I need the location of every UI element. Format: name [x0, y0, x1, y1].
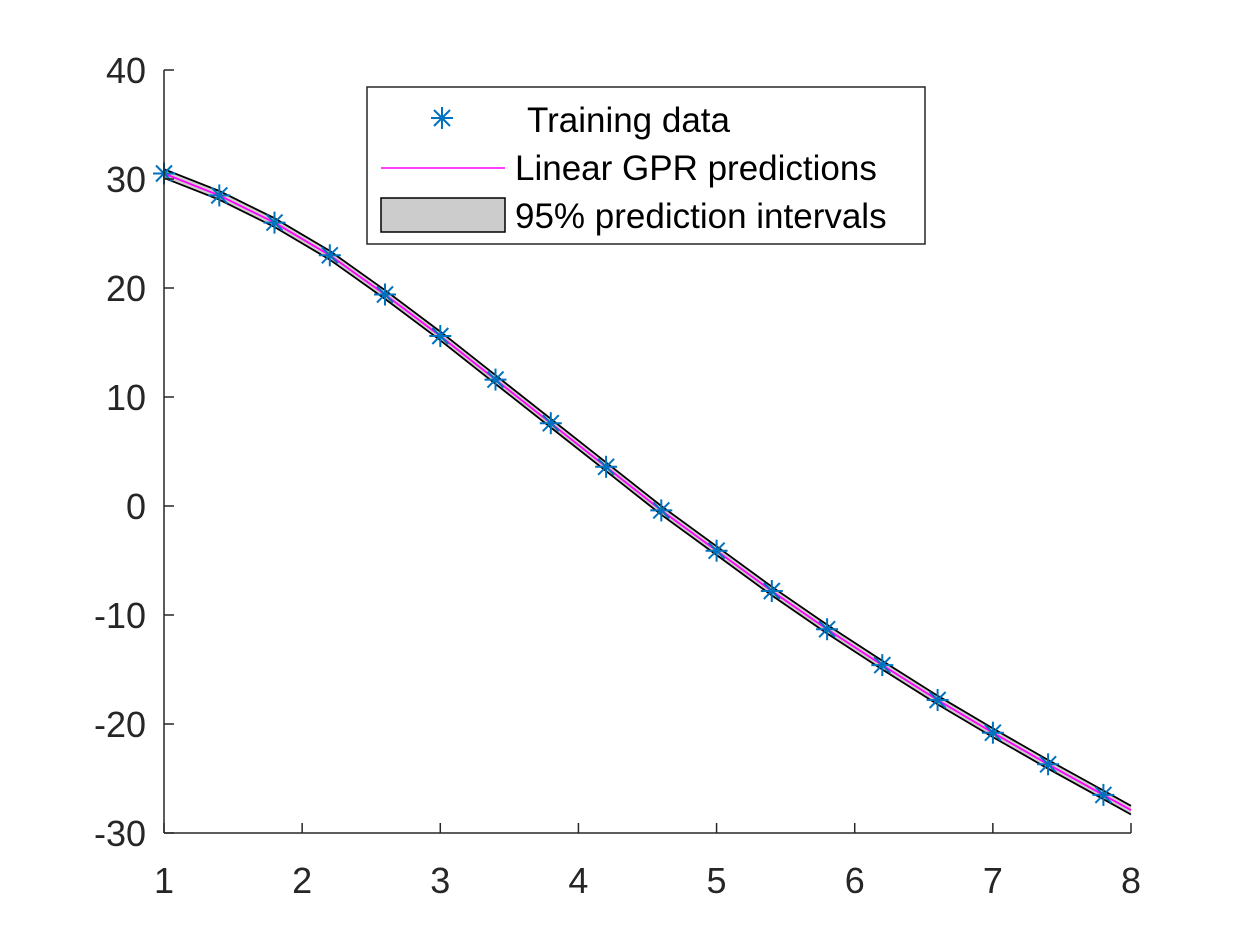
x-tick-label: 2	[292, 860, 312, 901]
y-tick-label: -10	[94, 595, 146, 636]
y-tick-label: 10	[106, 377, 146, 418]
training-data-point	[760, 580, 783, 602]
y-tick-label: 40	[106, 50, 146, 91]
training-data-point	[1037, 753, 1060, 776]
legend-marker-training-data	[431, 107, 453, 129]
training-data-point	[926, 689, 949, 711]
training-data-point	[981, 721, 1004, 744]
training-data-point	[595, 455, 618, 478]
x-tick-label: 3	[430, 860, 450, 901]
x-tick-label: 8	[1121, 860, 1141, 901]
x-tick-label: 6	[845, 860, 865, 901]
axes: 1 2 3 4 5 6 7 8 -30 -20 -10 0 10 20 30 40	[94, 50, 1141, 901]
y-tick-label: -20	[94, 704, 146, 745]
y-tick-label: 30	[106, 159, 146, 200]
training-data-point	[705, 539, 728, 562]
x-tick-label: 1	[154, 860, 174, 901]
plot-area	[153, 162, 1132, 816]
legend[interactable]: Training data Linear GPR predictions 95%…	[366, 86, 926, 245]
y-tick-label: 0	[126, 486, 146, 527]
legend-label-prediction-intervals: 95% prediction intervals	[515, 197, 887, 236]
training-data-point	[484, 368, 507, 391]
legend-label-training-data: Training data	[527, 101, 731, 140]
training-data-point	[318, 244, 341, 267]
x-tick-label: 5	[707, 860, 727, 901]
x-tick-label: 7	[983, 860, 1003, 901]
training-data-point	[816, 618, 839, 641]
training-data-point	[871, 654, 894, 677]
training-data-point	[374, 283, 396, 306]
legend-patch-prediction-intervals	[380, 197, 506, 233]
x-tick-label: 4	[568, 860, 588, 901]
training-data-point	[429, 325, 452, 347]
y-tick-label: 20	[106, 268, 146, 309]
training-data-point	[650, 499, 673, 522]
training-data-point	[263, 211, 286, 234]
training-data-point	[539, 412, 562, 435]
legend-label-gpr-predictions: Linear GPR predictions	[515, 149, 877, 188]
y-tick-label: -30	[94, 813, 146, 854]
training-data-point	[1092, 783, 1115, 806]
training-data-point	[208, 184, 231, 207]
